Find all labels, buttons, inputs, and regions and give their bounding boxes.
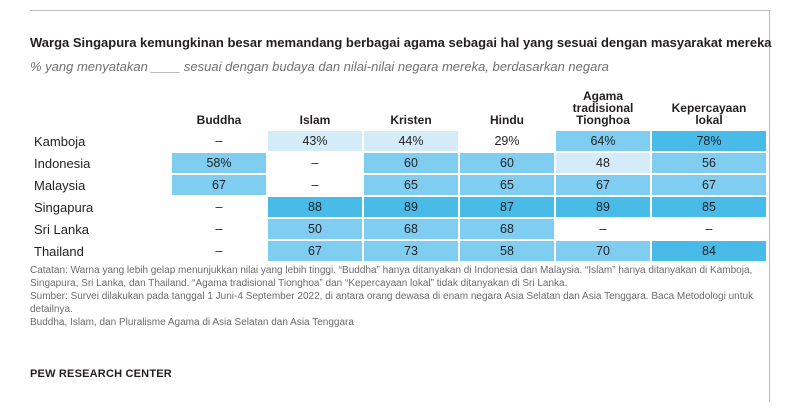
heat-cell: – [172, 219, 266, 239]
column-header: Islam [299, 113, 331, 127]
heat-cell: 58% [172, 153, 266, 173]
chart-frame [30, 10, 770, 402]
row-label: Kamboja [34, 133, 86, 149]
heat-cell: 29% [460, 131, 554, 151]
table-row: Malaysia 67 – 65 65 67 67 [32, 175, 766, 195]
heat-cell: 67 [652, 175, 766, 195]
column-header: Agama tradisional Tionghoa [572, 89, 634, 127]
table-row: Sri Lanka – 50 68 68 – – [32, 219, 766, 239]
column-header: Kristen [390, 113, 432, 127]
heat-cell: 89 [364, 197, 458, 217]
heat-cell: 44% [364, 131, 458, 151]
heat-cell: 67 [268, 241, 362, 261]
heatmap-table: Buddha Islam Kristen Hindu Agama tradisi… [30, 87, 768, 263]
corner-header [32, 89, 170, 129]
heat-cell: – [652, 219, 766, 239]
column-header: Buddha [196, 113, 242, 127]
heat-cell: 84 [652, 241, 766, 261]
row-label: Indonesia [34, 155, 91, 171]
heat-cell: – [172, 241, 266, 261]
notes-block: Catatan: Warna yang lebih gelap menunjuk… [30, 264, 765, 329]
column-header: Kepercayaan lokal [671, 101, 747, 127]
chart-subtitle: % yang menyatakan ____ sesuai dengan bud… [30, 59, 609, 74]
chart-title: Warga Singapura kemungkinan besar memand… [30, 35, 772, 50]
table-row: Singapura – 88 89 87 89 85 [32, 197, 766, 217]
heat-cell: 65 [364, 175, 458, 195]
heat-cell: 70 [556, 241, 650, 261]
source-text: Sumber: Survei dilakukan pada tanggal 1 … [30, 291, 754, 315]
heat-cell: 65 [460, 175, 554, 195]
heat-cell: 43% [268, 131, 362, 151]
pew-logo-text: PEW RESEARCH CENTER [30, 368, 172, 380]
heat-cell: 85 [652, 197, 766, 217]
heat-cell: 68 [364, 219, 458, 239]
heat-cell: 89 [556, 197, 650, 217]
heat-cell: – [268, 175, 362, 195]
row-label: Sri Lanka [34, 221, 89, 237]
heat-cell: – [172, 131, 266, 151]
heat-cell: 87 [460, 197, 554, 217]
heat-cell: – [172, 197, 266, 217]
heat-cell: 50 [268, 219, 362, 239]
heat-cell: 64% [556, 131, 650, 151]
heat-cell: 58 [460, 241, 554, 261]
heat-cell: 60 [364, 153, 458, 173]
row-label: Thailand [34, 243, 84, 259]
report-title: Buddha, Islam, dan Pluralisme Agama di A… [30, 317, 354, 328]
heat-cell: 68 [460, 219, 554, 239]
column-header: Hindu [490, 113, 524, 127]
row-label: Malaysia [34, 177, 86, 193]
heat-cell: 56 [652, 153, 766, 173]
row-label: Singapura [34, 199, 94, 215]
heat-cell: – [268, 153, 362, 173]
heat-cell: 60 [460, 153, 554, 173]
heat-cell: 78% [652, 131, 766, 151]
heat-cell: 67 [172, 175, 266, 195]
heat-cell: 67 [556, 175, 650, 195]
heat-cell: – [556, 219, 650, 239]
note-text: Catatan: Warna yang lebih gelap menunjuk… [30, 265, 753, 289]
table-row: Kamboja – 43% 44% 29% 64% 78% [32, 131, 766, 151]
table-row: Indonesia 58% – 60 60 48 56 [32, 153, 766, 173]
heat-cell: 73 [364, 241, 458, 261]
heat-cell: 48 [556, 153, 650, 173]
heat-cell: 88 [268, 197, 362, 217]
table-row: Thailand – 67 73 58 70 84 [32, 241, 766, 261]
